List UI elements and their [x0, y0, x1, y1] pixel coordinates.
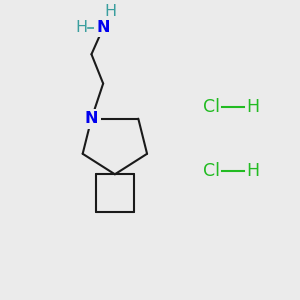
Text: N: N — [96, 20, 110, 35]
Text: Cl: Cl — [203, 162, 220, 180]
Text: N: N — [85, 111, 98, 126]
Text: H: H — [247, 162, 260, 180]
Text: H: H — [75, 20, 87, 35]
Text: H: H — [247, 98, 260, 116]
Text: H: H — [104, 4, 116, 19]
Text: Cl: Cl — [203, 98, 220, 116]
